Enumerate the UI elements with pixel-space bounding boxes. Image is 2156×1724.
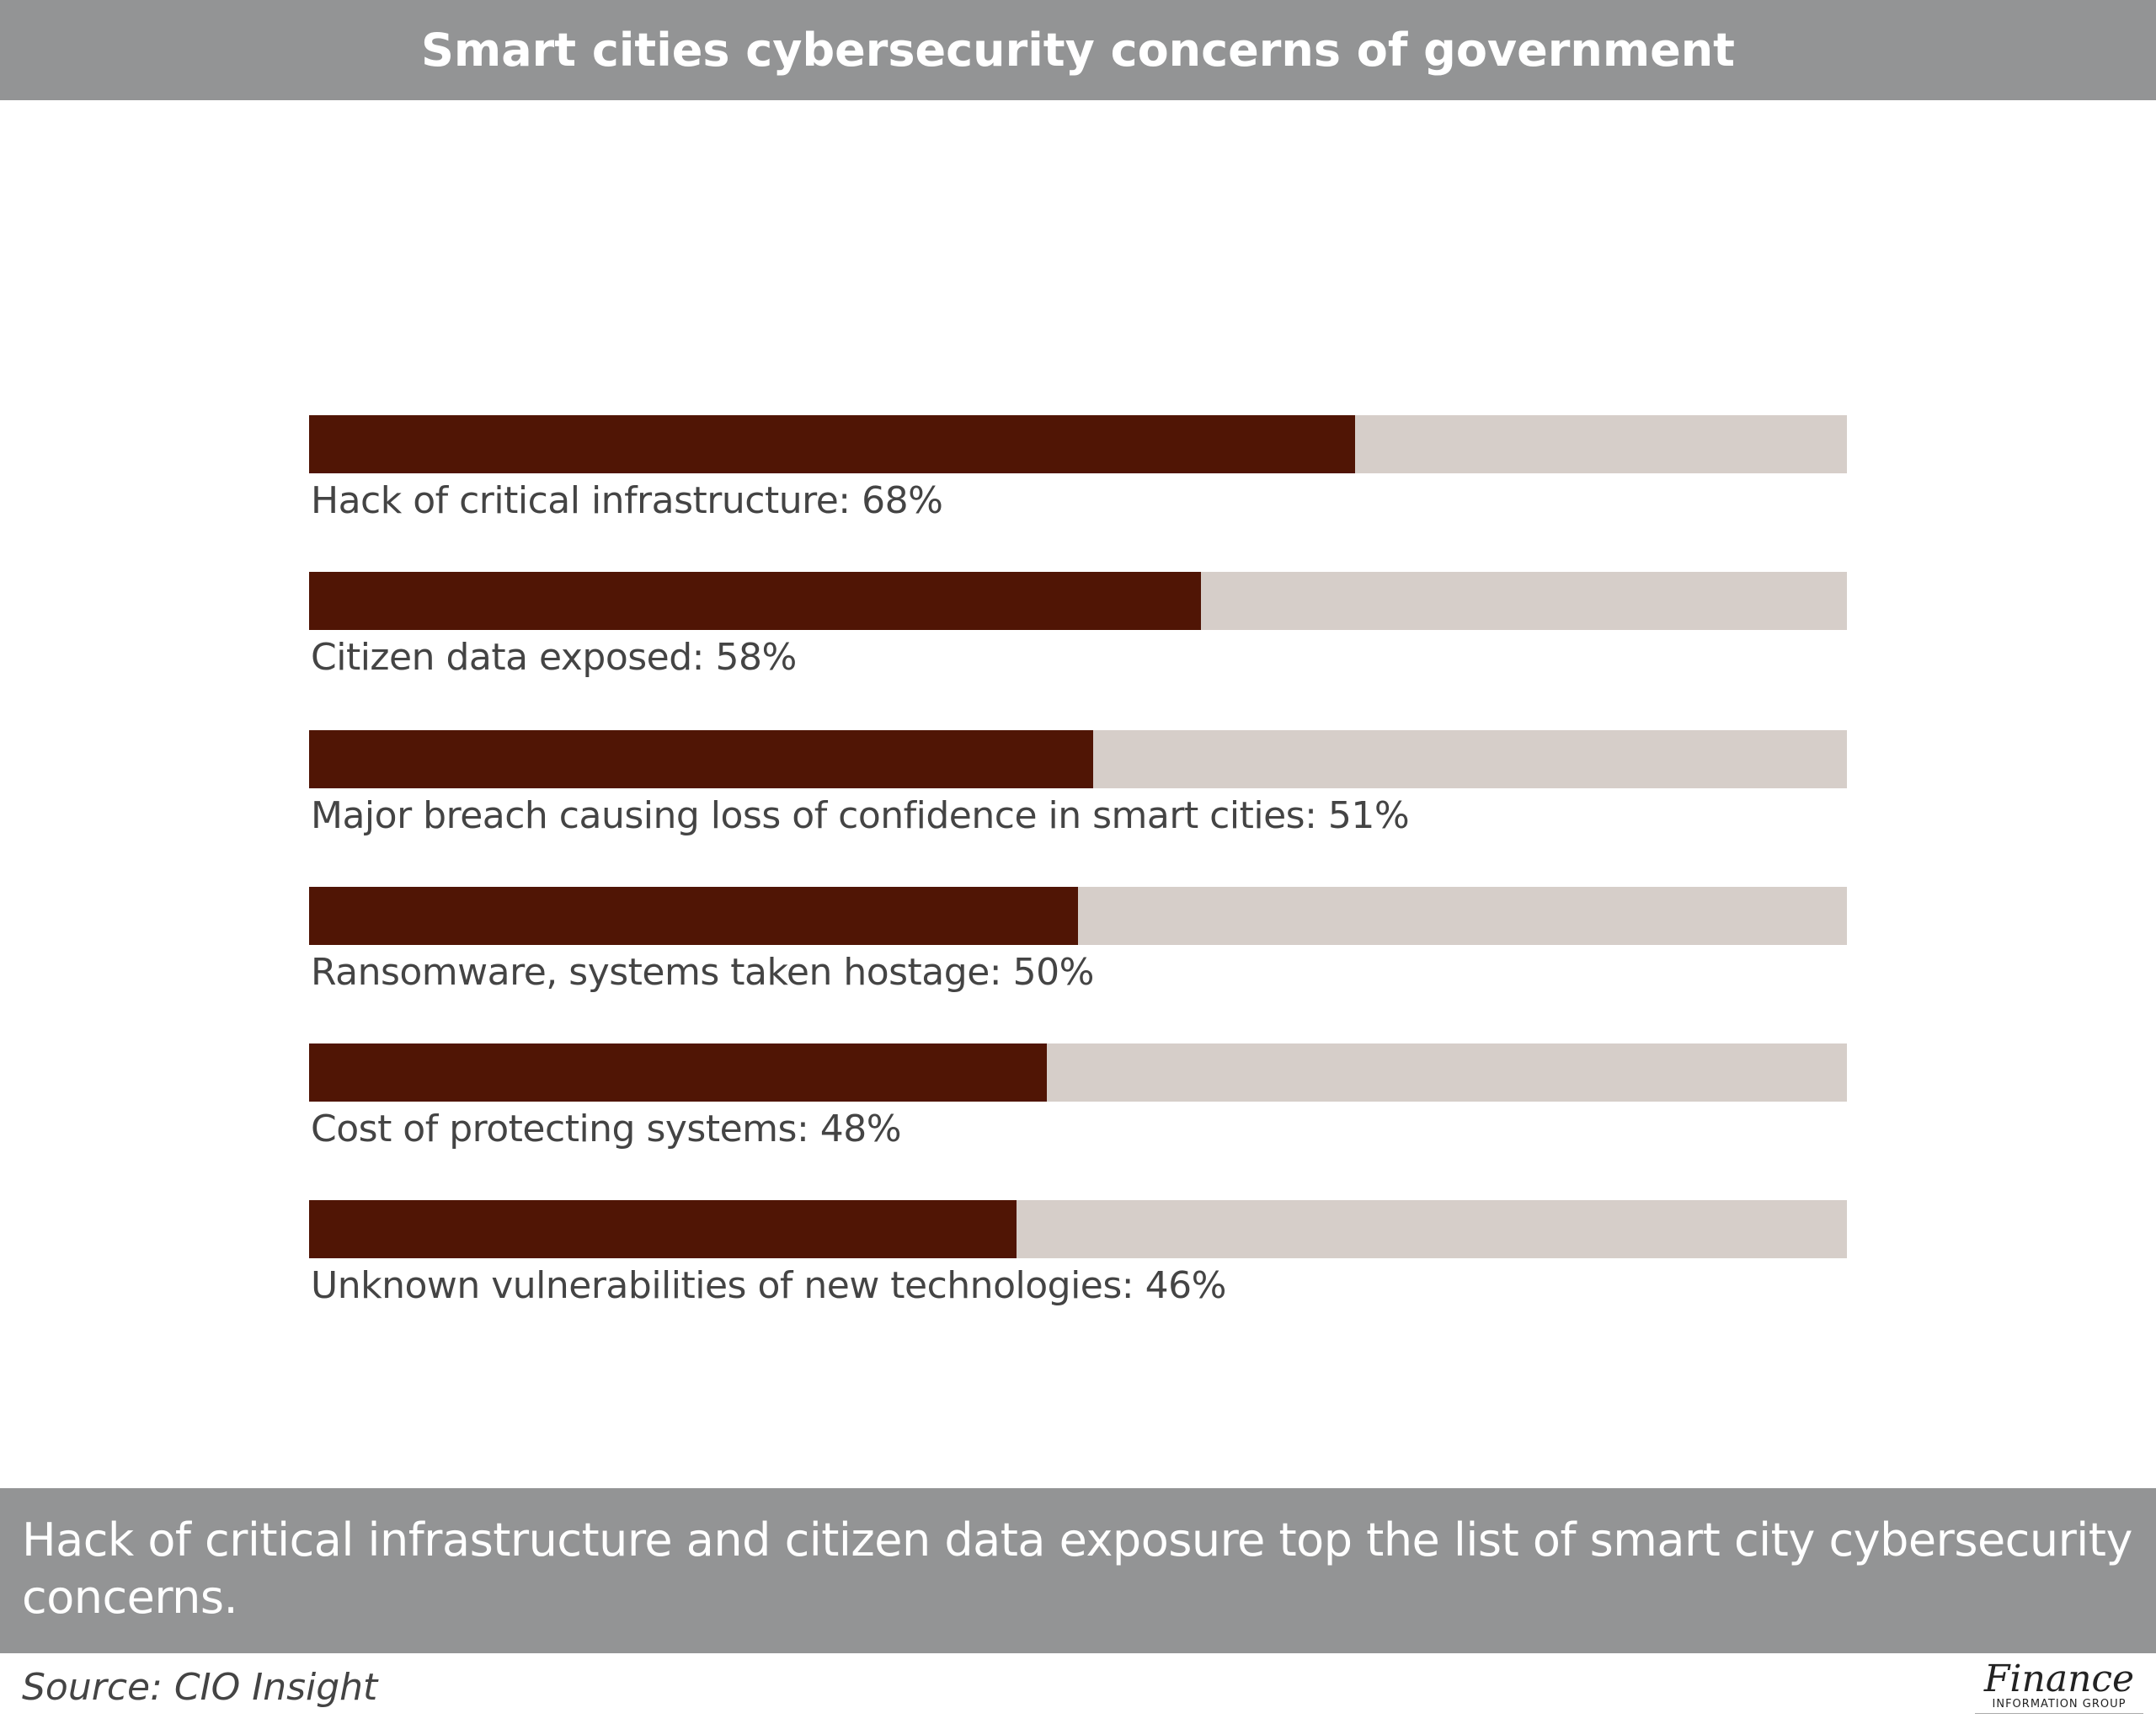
logo-main: Finance	[1983, 1657, 2135, 1700]
bar	[309, 572, 1202, 630]
source-note: Source: CIO Insight	[22, 1666, 378, 1709]
finance-information-group-logo: Finance INFORMATION GROUP	[1975, 1661, 2143, 1714]
bar-label: Citizen data exposed: 58%	[311, 636, 797, 679]
caption: Hack of critical infrastructure and citi…	[0, 1488, 2156, 1653]
bar-label: Hack of critical infrastructure: 68%	[311, 479, 943, 522]
bar-label: Cost of protecting systems: 48%	[311, 1108, 902, 1150]
bar-label: Ransomware, systems taken hostage: 50%	[311, 951, 1094, 994]
bar	[309, 887, 1078, 945]
bar	[309, 415, 1355, 473]
chart-title: Smart cities cybersecurity concerns of g…	[0, 0, 2156, 100]
bar	[309, 1200, 1017, 1258]
logo-sub: INFORMATION GROUP	[1975, 1698, 2143, 1714]
bar	[309, 1043, 1048, 1102]
bar-label: Unknown vulnerabilities of new technolog…	[311, 1264, 1226, 1307]
bar	[309, 730, 1094, 788]
bar-label: Major breach causing loss of confidence …	[311, 794, 1410, 837]
